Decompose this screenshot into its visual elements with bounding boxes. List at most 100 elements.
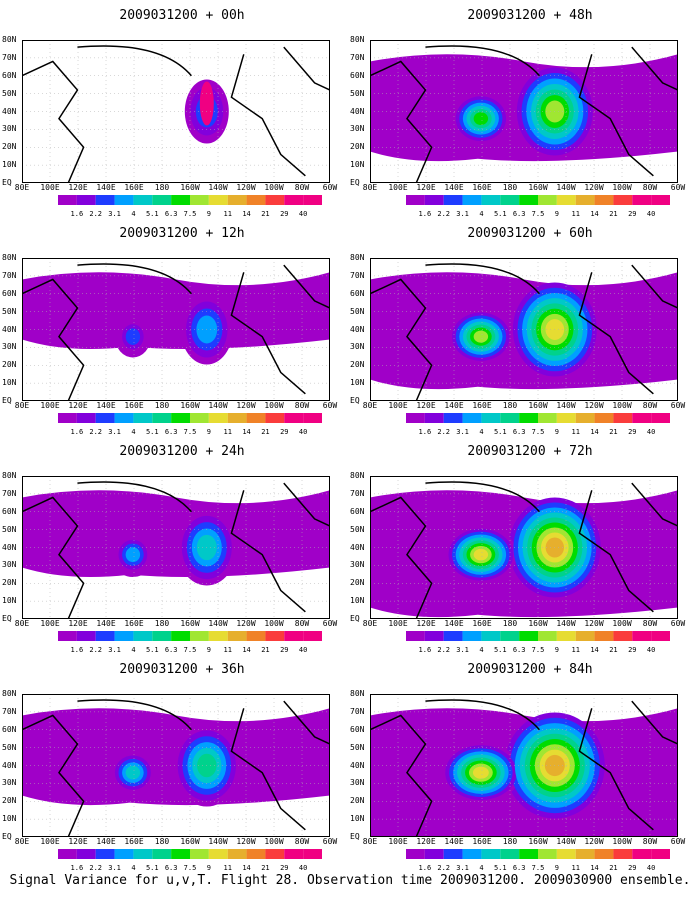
colorbar bbox=[406, 849, 670, 859]
colorbar-swatch bbox=[171, 849, 190, 859]
colorbar-swatch bbox=[133, 849, 153, 859]
colorbar-label: 9 bbox=[206, 864, 211, 872]
x-tick-label: 120E bbox=[416, 401, 436, 410]
colorbar-label: 5.1 bbox=[145, 428, 159, 436]
colorbar-swatch bbox=[613, 195, 633, 205]
y-tick-label: 20N bbox=[2, 142, 17, 152]
x-tick-label: 80W bbox=[294, 837, 310, 846]
colorbar-swatch bbox=[152, 631, 172, 641]
y-tick-label: 60N bbox=[2, 724, 17, 734]
colorbar-label: 5.1 bbox=[493, 428, 507, 436]
colorbar-label: 29 bbox=[280, 428, 289, 436]
x-tick-label: 180 bbox=[502, 837, 518, 846]
colorbar-label: 7.5 bbox=[531, 428, 545, 436]
colorbar-label: 14 bbox=[242, 210, 251, 218]
colorbar-swatch bbox=[519, 631, 538, 641]
colorbar-label: 2.2 bbox=[437, 864, 451, 872]
colorbar-label: 5.1 bbox=[493, 864, 507, 872]
colorbar-label: 11 bbox=[571, 646, 580, 654]
colorbar-label: 7.5 bbox=[183, 864, 197, 872]
x-tick-label: 180 bbox=[502, 619, 518, 628]
y-tick-label: 80N bbox=[350, 471, 365, 480]
colorbar-swatch bbox=[651, 631, 670, 641]
coastline bbox=[370, 263, 678, 401]
colorbar-swatch bbox=[556, 195, 576, 205]
colorbar-swatch bbox=[265, 631, 285, 641]
colorbar-swatch bbox=[651, 849, 670, 859]
y-tick-label: 70N bbox=[350, 52, 365, 62]
colorbar-label: 5.1 bbox=[145, 210, 159, 218]
x-tick-label: 140W bbox=[208, 837, 228, 846]
x-tick-label: 180 bbox=[502, 401, 518, 410]
x-tick-label: 140W bbox=[208, 619, 228, 628]
y-tick-label: 30N bbox=[2, 342, 17, 352]
y-tick-label: 60N bbox=[2, 288, 17, 298]
colorbar-swatch bbox=[406, 195, 425, 205]
coastline bbox=[370, 45, 678, 183]
x-tick-label: 160E bbox=[124, 183, 144, 192]
colorbar-swatch bbox=[284, 849, 304, 859]
y-tick-label: EQ bbox=[2, 614, 12, 623]
colorbar-swatch bbox=[114, 413, 134, 423]
x-tick-label: 160E bbox=[472, 401, 492, 410]
colorbar-label: 7.5 bbox=[531, 646, 545, 654]
colorbar-label: 3.1 bbox=[456, 864, 469, 872]
y-tick-label: 80N bbox=[2, 689, 17, 698]
variance-map bbox=[370, 258, 678, 401]
colorbar bbox=[406, 195, 670, 205]
y-tick-label: 50N bbox=[2, 524, 17, 534]
colorbar-label: 11 bbox=[223, 646, 232, 654]
x-tick-label: 80W bbox=[294, 619, 310, 628]
colorbar-swatch bbox=[406, 631, 425, 641]
colorbar bbox=[58, 413, 322, 423]
y-tick-label: 70N bbox=[350, 270, 365, 280]
colorbar-labels: 1.6 2.2 3.1 4 5.1 6.3 7.5 9 11 14 21 29 40 bbox=[58, 428, 322, 438]
colorbar-label: 29 bbox=[628, 428, 637, 436]
colorbar-swatch bbox=[208, 849, 228, 859]
colorbar-swatch bbox=[500, 413, 520, 423]
colorbar-swatch bbox=[575, 195, 595, 205]
x-tick-label: 100W bbox=[264, 401, 284, 410]
x-tick-label: 60W bbox=[670, 183, 686, 192]
colorbar-label: 6.3 bbox=[164, 646, 178, 654]
colorbar-swatch bbox=[651, 413, 670, 423]
y-tick-label: 60N bbox=[2, 70, 17, 80]
y-tick-label: 60N bbox=[350, 724, 365, 734]
y-tick-label: EQ bbox=[2, 396, 12, 405]
variance-contour bbox=[125, 547, 141, 563]
colorbar-swatch bbox=[227, 195, 247, 205]
y-tick-label: 60N bbox=[2, 506, 17, 516]
x-tick-label: 100E bbox=[40, 183, 60, 192]
colorbar-label: 11 bbox=[223, 210, 232, 218]
colorbar-labels: 1.6 2.2 3.1 4 5.1 6.3 7.5 9 11 14 21 29 40 bbox=[406, 428, 670, 438]
variance-contour bbox=[125, 765, 141, 780]
colorbar-label: 40 bbox=[646, 210, 656, 218]
colorbar-swatch bbox=[538, 849, 557, 859]
colorbar-label: 4 bbox=[479, 428, 484, 436]
x-tick-label: 120W bbox=[236, 401, 256, 410]
x-tick-label: 120E bbox=[68, 837, 88, 846]
colorbar-swatch bbox=[265, 849, 285, 859]
colorbar-label: 11 bbox=[571, 864, 580, 872]
x-tick-label: 60W bbox=[670, 619, 686, 628]
x-tick-label: 180 bbox=[154, 837, 170, 846]
y-tick-label: 70N bbox=[350, 488, 365, 498]
colorbar-label: 5.1 bbox=[493, 210, 507, 218]
colorbar-swatch bbox=[303, 413, 322, 423]
y-tick-label: 20N bbox=[350, 578, 365, 588]
colorbar-swatch bbox=[538, 413, 557, 423]
panel-title: 2009031200 + 60h bbox=[467, 226, 593, 241]
y-tick-label: 40N bbox=[2, 542, 17, 552]
colorbar-swatch bbox=[424, 631, 444, 641]
colorbar-label: 9 bbox=[206, 210, 211, 218]
x-tick-label: 60W bbox=[670, 401, 686, 410]
colorbar-swatch bbox=[58, 631, 77, 641]
x-tick-label: 180 bbox=[502, 183, 518, 192]
colorbar-swatch bbox=[613, 631, 633, 641]
y-tick-label: 40N bbox=[350, 106, 365, 116]
colorbar-swatch bbox=[265, 413, 285, 423]
colorbar-labels: 1.6 2.2 3.1 4 5.1 6.3 7.5 9 11 14 21 29 40 bbox=[406, 646, 670, 656]
colorbar-label: 40 bbox=[646, 428, 656, 436]
y-tick-label: 30N bbox=[350, 560, 365, 570]
panel-title: 2009031200 + 12h bbox=[119, 226, 245, 241]
